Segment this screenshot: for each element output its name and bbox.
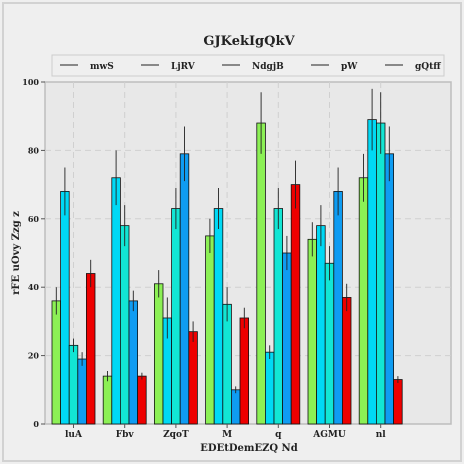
- y-tick-label: 20: [28, 351, 40, 361]
- bar-NdgjB-nl: [375, 122, 386, 425]
- bar-pW-ZqoT: [179, 153, 190, 425]
- bar-NdgjB-Fbv: [120, 225, 130, 425]
- bar-gQtff-M: [239, 317, 250, 425]
- x-tick-label: M: [222, 430, 232, 440]
- bar-LjRV-Fbv: [111, 177, 121, 425]
- bar-gQtff-q: [290, 184, 301, 425]
- x-tick-label: ZqoT: [163, 430, 189, 440]
- x-tick-label: AGMU: [312, 430, 346, 440]
- bar-gQtff-Fbv: [137, 375, 147, 425]
- x-tick-label: nl: [376, 430, 387, 440]
- legend-label: gQtff: [415, 62, 441, 72]
- bar-pW-q: [282, 252, 292, 425]
- legend-item-mwS: mwS: [60, 62, 114, 72]
- y-tick-label: 60: [28, 214, 40, 224]
- bar-pW-M: [230, 389, 241, 425]
- y-tick-label: 100: [22, 77, 39, 87]
- chart-title: GJKekIgQkV: [203, 34, 295, 49]
- bar-pW-AGMU: [333, 191, 343, 425]
- bar-mwS-AGMU: [307, 238, 318, 425]
- bar-NdgjB-AGMU: [324, 262, 335, 425]
- y-tick-label: 0: [33, 419, 39, 429]
- legend-item-gQtff: gQtff: [385, 62, 441, 72]
- bar-pW-nl: [384, 153, 395, 425]
- bar-gQtff-luA: [86, 273, 96, 425]
- bar-mwS-q: [256, 122, 266, 425]
- x-tick-label: Fbv: [116, 430, 135, 440]
- legend-label: NdgjB: [252, 62, 284, 72]
- bar-pW-Fbv: [128, 300, 139, 425]
- bar-gQtff-ZqoT: [188, 331, 198, 425]
- bar-NdgjB-M: [222, 303, 232, 425]
- y-axis-label: rFE uOvy Zzg z: [11, 211, 22, 295]
- bar-LjRV-luA: [60, 191, 70, 425]
- bar-gQtff-nl: [393, 379, 403, 425]
- y-tick-label: 80: [28, 145, 40, 155]
- bar-LjRV-AGMU: [316, 225, 326, 425]
- x-tick-label: luA: [65, 430, 83, 440]
- legend-item-NdgjB: NdgjB: [222, 62, 284, 72]
- bar-mwS-ZqoT: [153, 283, 164, 425]
- bar-LjRV-M: [213, 208, 224, 425]
- bar-NdgjB-ZqoT: [171, 208, 181, 425]
- x-axis-label: EDEtDemEZQ Nd: [200, 443, 297, 454]
- bar-mwS-M: [205, 235, 215, 425]
- bar-NdgjB-luA: [68, 344, 79, 425]
- bar-NdgjB-q: [273, 208, 284, 425]
- legend-label: mwS: [90, 62, 114, 72]
- bar-gQtff-AGMU: [341, 297, 352, 425]
- bar-LjRV-nl: [367, 119, 377, 425]
- bar-mwS-Fbv: [102, 375, 113, 425]
- legend-box: [51, 54, 445, 77]
- bar-LjRV-q: [264, 351, 275, 425]
- legend-label: LjRV: [171, 62, 196, 72]
- bar-mwS-luA: [51, 300, 62, 425]
- legend-item-pW: pW: [311, 62, 358, 72]
- x-tick-label: q: [275, 430, 282, 440]
- bar-pW-luA: [77, 358, 87, 425]
- legend-label: pW: [341, 62, 358, 72]
- legend: mwS LjRV NdgjB pW gQtff: [51, 54, 445, 77]
- y-tick-label: 40: [28, 282, 40, 292]
- bar-mwS-nl: [358, 177, 369, 425]
- legend-item-LjRV: LjRV: [141, 62, 196, 72]
